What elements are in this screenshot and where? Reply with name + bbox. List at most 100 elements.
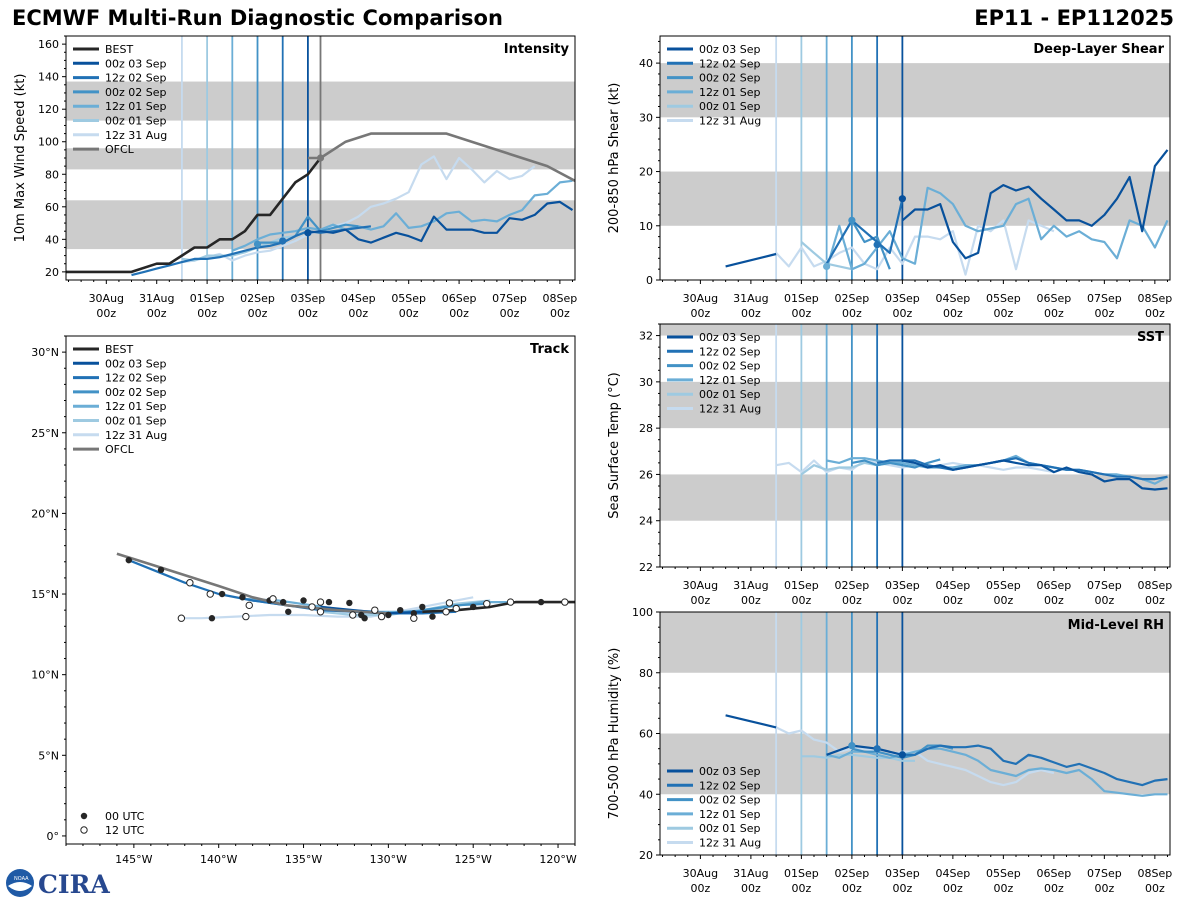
- sst-x-tick-label-hour: 00z: [842, 594, 862, 607]
- track-legend-12utc-marker: [80, 826, 88, 834]
- rh-x-tick-label: 30Aug: [683, 867, 718, 880]
- track-y-tick-label: 0°: [47, 830, 60, 843]
- intensity-x-tick-label-hour: 00z: [500, 307, 520, 320]
- track-point-00utc: [397, 606, 404, 614]
- sst-y-tick-label: 28: [639, 422, 653, 435]
- track-legend-label: 12z 31 Aug: [105, 429, 167, 442]
- shear-x-tick-label: 31Aug: [733, 292, 768, 305]
- shear-y-tick-label: 0: [646, 274, 653, 287]
- sst-x-tick-label-hour: 00z: [993, 594, 1013, 607]
- shear-x-tick-label: 08Sep: [1137, 292, 1172, 305]
- intensity-init-marker: [279, 237, 287, 245]
- cira-logo: NOAA CIRA: [6, 869, 110, 899]
- rh-x-tick-label: 04Sep: [936, 867, 971, 880]
- track-point-12utc: [452, 604, 460, 613]
- track-series-line: [116, 552, 389, 615]
- rh-y-tick-label: 80: [639, 667, 653, 680]
- track-legend-label: 00z 03 Sep: [105, 357, 167, 370]
- rh-x-tick-label-hour: 00z: [943, 882, 963, 895]
- intensity-x-tick-label: 01Sep: [190, 292, 225, 305]
- shear-panel: 0 10 20 30 40 30Aug 00z 31Aug 00z 01Sep 00z 02Sep 00…: [607, 35, 1172, 320]
- track-x-tick-label: 120°W: [539, 853, 576, 866]
- intensity-y-tick-label: 20: [45, 266, 59, 279]
- track-point-12utc: [316, 608, 325, 616]
- sst-x-tick-label-hour: 00z: [1094, 594, 1114, 607]
- track-point-00utc: [285, 608, 292, 615]
- intensity-series-line: [307, 132, 575, 182]
- rh-legend-label: 00z 01 Sep: [699, 822, 761, 835]
- track-point-12utc: [349, 611, 357, 619]
- intensity-y-tick-label: 120: [38, 103, 59, 116]
- rh-x-tick-label-hour: 00z: [993, 882, 1013, 895]
- intensity-x-tick-label-hour: 00z: [449, 307, 469, 320]
- shear-init-marker: [873, 241, 881, 249]
- track-point-00utc: [325, 598, 333, 606]
- shear-x-tick-label-hour: 00z: [993, 307, 1013, 320]
- rh-plot-area: [660, 612, 1170, 855]
- intensity-y-tick-label: 80: [45, 168, 59, 181]
- sst-y-tick-label: 22: [639, 561, 653, 574]
- track-point-12utc: [316, 598, 325, 606]
- shear-x-tick-label-hour: 00z: [691, 307, 711, 320]
- shear-x-tick-label: 01Sep: [784, 292, 819, 305]
- intensity-panel: 20 40 60 80 100 120 140 160 30Aug 00z 31Aug 00z 01Se…: [13, 35, 578, 320]
- track-legend-label: 12z 02 Sep: [105, 372, 167, 385]
- sst-legend-label: 00z 03 Sep: [699, 331, 761, 344]
- track-y-tick-label: 30°N: [31, 346, 59, 359]
- sst-x-tick-label: 04Sep: [936, 579, 971, 592]
- rh-x-tick-label-hour: 00z: [1145, 882, 1165, 895]
- shear-x-tick-label-hour: 00z: [1094, 307, 1114, 320]
- rh-y-tick-label: 20: [639, 849, 653, 862]
- shear-x-tick-label-hour: 00z: [791, 307, 811, 320]
- rh-y-axis-label: 700-500 hPa Humidity (%): [607, 648, 622, 820]
- intensity-y-axis-label: 10m Max Wind Speed (kt): [13, 74, 28, 243]
- intensity-legend-label: 12z 02 Sep: [105, 72, 167, 85]
- track-y-tick-label: 25°N: [31, 427, 59, 440]
- shear-series-line: [725, 252, 777, 268]
- rh-x-tick-label: 08Sep: [1137, 867, 1172, 880]
- rh-x-tick-label-hour: 00z: [1044, 882, 1064, 895]
- shear-series-line: [825, 186, 1169, 271]
- intensity-x-tick-label: 08Sep: [543, 292, 578, 305]
- track-point-00utc: [300, 597, 307, 604]
- shear-panel-title: Deep-Layer Shear: [1033, 42, 1164, 57]
- sst-legend-label: 00z 02 Sep: [699, 360, 761, 373]
- sst-x-tick-label: 08Sep: [1137, 579, 1172, 592]
- shear-series-line: [901, 149, 1169, 260]
- track-x-tick-label: 125°W: [455, 853, 492, 866]
- intensity-legend-label: 12z 01 Sep: [105, 100, 167, 113]
- rh-panel: 20 40 60 80 100 30Aug 00z 31Aug 00z 01Sep 00z 02Sep…: [607, 606, 1172, 895]
- sst-panel: 22 24 26 28 30 32 30Aug 00z 31Aug 00z 01Sep 00z 02Se…: [607, 323, 1172, 607]
- sst-x-tick-label-hour: 00z: [741, 594, 761, 607]
- intensity-x-tick-label: 07Sep: [492, 292, 527, 305]
- sst-panel-title: SST: [1137, 330, 1164, 345]
- track-point-12utc: [371, 606, 379, 614]
- sst-band: [660, 381, 1170, 429]
- intensity-panel-title: Intensity: [504, 42, 570, 57]
- shear-x-tick-label: 07Sep: [1087, 292, 1122, 305]
- track-plot-area: [116, 552, 575, 622]
- rh-series-line: [826, 747, 1168, 797]
- track-point-12utc: [561, 598, 569, 606]
- rh-y-tick-label: 100: [632, 606, 653, 619]
- sst-x-tick-label: 30Aug: [683, 579, 718, 592]
- shear-legend-label: 00z 03 Sep: [699, 43, 761, 56]
- shear-legend-label: 00z 01 Sep: [699, 100, 761, 113]
- rh-x-tick-label: 07Sep: [1087, 867, 1122, 880]
- shear-x-tick-label-hour: 00z: [943, 307, 963, 320]
- rh-init-marker: [873, 745, 881, 753]
- track-point-00utc: [125, 556, 132, 564]
- shear-init-marker: [848, 216, 856, 224]
- intensity-y-tick-label: 100: [38, 136, 59, 149]
- track-y-tick-label: 15°N: [31, 588, 59, 601]
- cira-wordmark: CIRA: [38, 870, 110, 899]
- intensity-x-tick-label-hour: 00z: [96, 307, 116, 320]
- track-point-12utc: [308, 603, 316, 611]
- track-point-00utc: [385, 611, 392, 619]
- shear-x-tick-label-hour: 00z: [1145, 307, 1165, 320]
- intensity-y-tick-label: 160: [38, 38, 59, 51]
- intensity-legend-label: BEST: [105, 43, 133, 56]
- sst-plot-area: [660, 324, 1170, 567]
- intensity-x-tick-label-hour: 00z: [147, 307, 167, 320]
